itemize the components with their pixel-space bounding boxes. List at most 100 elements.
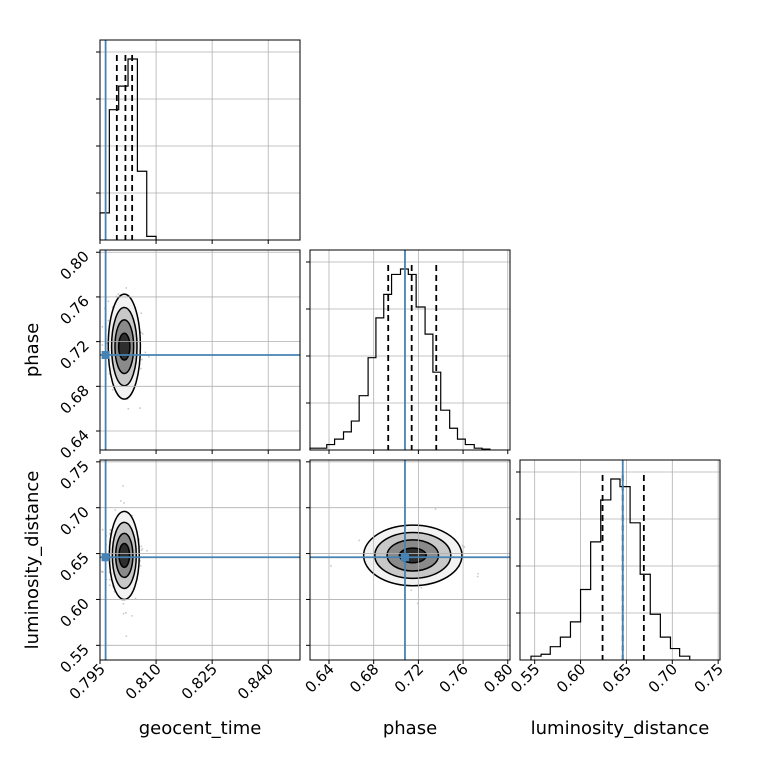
scatter-point <box>125 611 127 614</box>
scatter-point <box>140 545 143 548</box>
scatter-point <box>91 359 93 361</box>
scatter-point <box>144 351 147 354</box>
hist-frame-phase <box>309 249 511 451</box>
ytick-label-phase: 0.76 <box>56 292 92 328</box>
ytick-label-luminosity_distance: 0.75 <box>56 457 92 493</box>
ytick-label-phase: 0.72 <box>56 337 92 373</box>
xtick-label-luminosity_distance: 0.75 <box>691 660 727 696</box>
contour-line-1 <box>114 319 135 375</box>
scatter-point <box>139 407 141 409</box>
scatter-point <box>410 589 413 592</box>
y-axis-label-phase: phase <box>22 323 43 377</box>
xtick-label-geocent_time: 0.840 <box>234 660 277 703</box>
truth-point <box>101 553 110 562</box>
xtick-label-luminosity_distance: 0.55 <box>507 660 543 696</box>
scatter-point <box>107 300 110 303</box>
xtick-label-geocent_time: 0.825 <box>178 660 221 703</box>
hist-step-geocent_time <box>99 58 157 240</box>
ytick-label-phase: 0.68 <box>56 381 92 417</box>
scatter-point <box>140 549 143 552</box>
ytick-label-phase: 0.64 <box>56 426 92 462</box>
pair-panel-phase-luminosity_distance <box>306 459 511 661</box>
scatter-point <box>434 508 437 510</box>
scatter-point <box>139 564 142 567</box>
pair-frame <box>99 249 301 451</box>
contour-line-2 <box>110 306 138 387</box>
scatter-point <box>96 337 98 339</box>
scatter-point <box>101 344 104 346</box>
scatter-point <box>109 529 112 531</box>
truth-point <box>400 553 409 562</box>
ytick-label-phase: 0.80 <box>56 247 92 283</box>
xtick-label-luminosity_distance: 0.60 <box>553 660 589 696</box>
pair-frame <box>99 459 301 661</box>
x-axis-label-geocent_time: geocent_time <box>139 718 262 739</box>
contour-line-3 <box>107 293 142 400</box>
contour-line-2 <box>111 521 138 590</box>
pair-panel-geocent_time-phase: 0.64 0.68 0.72 0.76 0.80 <box>56 247 301 462</box>
contour-line-0 <box>118 542 131 569</box>
xtick-label-geocent_time: 0.810 <box>122 660 165 703</box>
scatter-point <box>122 484 124 487</box>
contour-line-2 <box>374 531 452 580</box>
truth-point <box>101 351 110 360</box>
scatter-point <box>141 332 144 335</box>
xtick-label-luminosity_distance: 0.70 <box>645 660 681 696</box>
xtick-label-phase: 0.80 <box>480 660 516 696</box>
scatter-point <box>117 293 120 296</box>
scatter-point <box>127 407 130 410</box>
scatter-point <box>140 358 143 361</box>
contour-line-1 <box>386 539 440 572</box>
scatter-point <box>101 325 104 328</box>
scatter-point <box>463 546 466 548</box>
scatter-point <box>107 319 110 322</box>
xtick-label-luminosity_distance: 0.65 <box>599 660 635 696</box>
scatter-point <box>111 388 114 391</box>
scatter-point <box>108 584 111 587</box>
hist-frame-luminosity_distance <box>519 459 721 661</box>
xtick-label-phase: 0.72 <box>391 660 427 696</box>
scatter-point <box>123 502 125 504</box>
scatter-point <box>476 575 479 578</box>
contour-line-1 <box>114 532 134 579</box>
ytick-label-luminosity_distance: 0.65 <box>56 549 92 585</box>
scatter-point <box>93 340 95 342</box>
scatter-point <box>147 355 150 358</box>
ytick-label-luminosity_distance: 0.70 <box>56 503 92 539</box>
scatter-point <box>101 571 104 573</box>
contour-line-0 <box>398 547 427 564</box>
scatter-point <box>125 635 128 638</box>
x-axis-label-luminosity_distance: luminosity_distance <box>531 718 710 739</box>
scatter-point <box>114 509 117 511</box>
hist-panel-phase <box>306 249 511 451</box>
hist-step-phase <box>309 268 491 450</box>
scatter-point <box>140 367 142 370</box>
contour-line-0 <box>117 332 131 361</box>
scatter-point <box>119 500 122 502</box>
scatter-point <box>109 578 111 581</box>
hist-grid-phase <box>310 250 510 450</box>
scatter-point <box>134 597 137 600</box>
contour-line-3 <box>362 524 463 587</box>
scatter-point <box>477 572 479 575</box>
hist-panel-geocent_time <box>96 39 301 241</box>
scatter-point <box>330 565 332 567</box>
hist-grid-luminosity_distance <box>520 460 720 660</box>
hist-frame-geocent_time <box>99 39 301 241</box>
scatter-point <box>122 612 125 615</box>
scatter-point <box>420 586 423 589</box>
pair-grid <box>310 460 510 660</box>
scatter-point <box>122 602 125 605</box>
hist-grid-geocent_time <box>99 40 300 240</box>
scatter-point <box>140 331 143 334</box>
scatter-point <box>140 312 143 315</box>
y-axis-label-luminosity_distance: luminosity_distance <box>22 471 43 650</box>
pair-frame <box>309 459 511 661</box>
density-fill-0 <box>119 543 130 568</box>
scatter-point <box>146 549 148 552</box>
hist-panel-luminosity_distance <box>516 459 721 661</box>
pair-inner <box>330 508 479 605</box>
pair-panel-geocent_time-luminosity_distance: 0.550.600.650.700.75 <box>56 457 301 677</box>
scatter-point <box>101 528 104 531</box>
